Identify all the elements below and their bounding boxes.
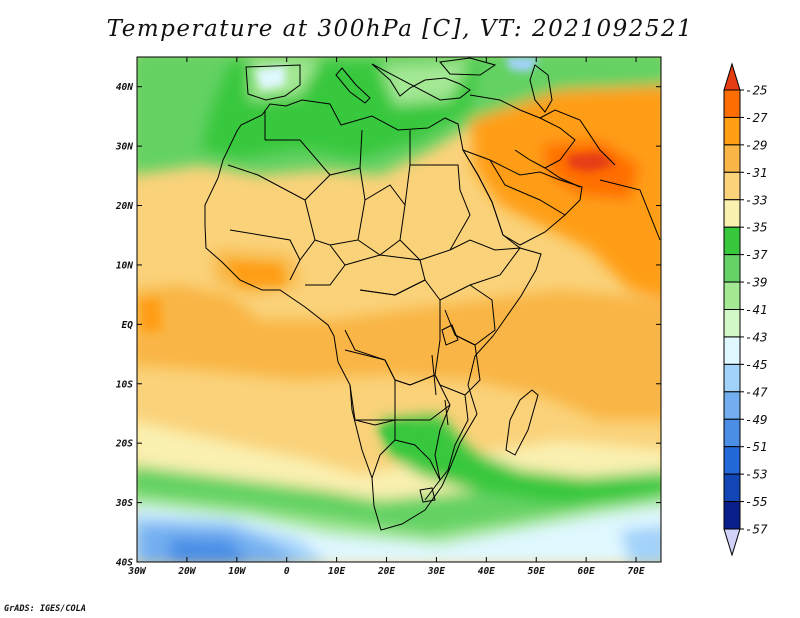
colorbar-swatch — [723, 473, 741, 503]
border-mozambique — [434, 394, 469, 482]
border-kenya — [444, 284, 496, 346]
field-hotspot-red — [568, 152, 615, 172]
lon-tick-label: 30E — [427, 566, 445, 577]
colorbar: -25 -27 -29 -31 -33 -35 -37 -39 -41 -43 -45 -47 -49 -… — [723, 62, 768, 557]
colorbar-label: -29 — [745, 137, 768, 152]
colorbar-label: -57 — [745, 522, 768, 537]
india-coast — [599, 179, 661, 241]
iberia-coastline — [245, 64, 301, 101]
blacksea-coastline — [439, 57, 497, 76]
border-sudan — [399, 164, 471, 261]
chart-title: Temperature at 300hPa [C], VT: 202109252… — [106, 16, 694, 42]
lon-tick-label: 40E — [478, 566, 495, 577]
colorbar-label: -35 — [745, 220, 768, 235]
lon-tick-label: 50E — [528, 566, 545, 577]
mideast-coast — [469, 94, 576, 169]
lat-tick-label: EQ — [122, 320, 134, 331]
border-southern — [354, 419, 441, 501]
colorbar-label: -41 — [745, 302, 768, 317]
field-north-cyan — [255, 66, 285, 90]
colorbar-swatch — [723, 254, 741, 283]
border-iran — [539, 109, 616, 166]
lon-tick-label: 10E — [328, 566, 345, 577]
colorbar-swatch — [723, 309, 741, 338]
lat-tick-label: 10N — [116, 260, 133, 271]
field-south-darkgreen — [380, 415, 661, 505]
colorbar-swatch — [723, 336, 741, 365]
balkans-coastline — [371, 63, 471, 101]
field-westafrica-amber — [228, 262, 285, 285]
plot-frame — [136, 56, 662, 563]
colorbar-swatch — [723, 199, 741, 228]
border-westafrica — [229, 229, 301, 281]
colorbar-label: -53 — [745, 467, 768, 482]
colorbar-swatch — [723, 363, 741, 393]
lat-tick-label: 40N — [116, 82, 133, 93]
colorbar-top-arrow — [723, 62, 741, 91]
colorbar-label: -55 — [745, 494, 768, 509]
lat-tick-label: 30N — [115, 142, 133, 153]
lon-tick-label: 10W — [228, 566, 246, 577]
field-atlantic-amber — [140, 298, 162, 332]
border-zambia — [394, 374, 451, 421]
colorbar-label: -45 — [745, 357, 768, 372]
lon-tick-label: 60E — [578, 566, 595, 577]
lon-tick-label: 20E — [377, 566, 395, 577]
great-lakes — [431, 324, 459, 426]
field-se-blue — [620, 525, 661, 562]
border-niger — [304, 167, 366, 246]
field-north-blue — [505, 57, 540, 72]
africa-coastline — [204, 99, 542, 531]
madagascar-coastline — [505, 389, 539, 456]
colorbar-swatch — [723, 116, 741, 146]
axis-ticks: 30W 20W 10W 0 10E 20E 30E 40E 50E 60E 70E 40N 30N 20N… — [115, 57, 661, 577]
lon-tick-label: 30W — [127, 566, 146, 577]
colorbar-swatch — [723, 226, 741, 256]
colorbar-bottom-arrow — [723, 528, 741, 557]
colorbar-label: -31 — [745, 165, 768, 180]
lat-tick-label: 20N — [115, 201, 133, 212]
colorbar-swatch — [723, 446, 741, 475]
colorbar-label: -49 — [745, 412, 768, 427]
border-arabia — [489, 159, 566, 216]
border-lesotho — [419, 487, 436, 503]
colorbar-label: -27 — [745, 110, 768, 125]
colorbar-swatch — [723, 144, 741, 173]
colorbar-label: -39 — [745, 275, 768, 290]
border-egypt-libya — [359, 129, 411, 169]
lat-tick-label: 10S — [116, 379, 133, 390]
lon-tick-label: 20W — [177, 566, 196, 577]
colorbar-label: -43 — [745, 329, 768, 344]
colorbar-swatch — [723, 418, 741, 448]
colorbar-swatch — [723, 281, 741, 310]
border-algeria — [264, 110, 331, 176]
lat-tick-label: 30S — [115, 498, 133, 509]
colorbar-swatch — [723, 89, 741, 118]
colorbar-swatch — [723, 171, 741, 201]
italy-coastline — [335, 67, 371, 104]
lat-tick-label: 20S — [115, 439, 133, 450]
grads-credit: GrADS: IGES/COLA — [4, 604, 86, 614]
border-chad — [357, 184, 406, 256]
colorbar-swatch — [723, 501, 741, 530]
country-borders — [204, 57, 661, 531]
colorbar-label: -25 — [745, 83, 768, 98]
colorbar-label: -47 — [745, 384, 768, 399]
border-angola — [344, 349, 396, 421]
field-ne-orange — [470, 85, 661, 298]
field-tropic-amber — [137, 285, 661, 420]
arabia-coastline — [461, 149, 583, 246]
persian-gulf — [544, 167, 581, 188]
colorbar-label: -37 — [745, 247, 768, 262]
lon-tick-label: 70E — [627, 566, 644, 577]
colorbar-swatch — [723, 391, 741, 420]
lat-tick-label: 40S — [116, 558, 133, 569]
colorbar-label: -33 — [745, 192, 768, 207]
field-south-blue3 — [170, 538, 248, 562]
colorbar-label: -51 — [745, 439, 768, 454]
caspian-coastline — [529, 64, 553, 113]
lon-tick-label: 0 — [284, 566, 290, 577]
temperature-field — [137, 57, 661, 562]
